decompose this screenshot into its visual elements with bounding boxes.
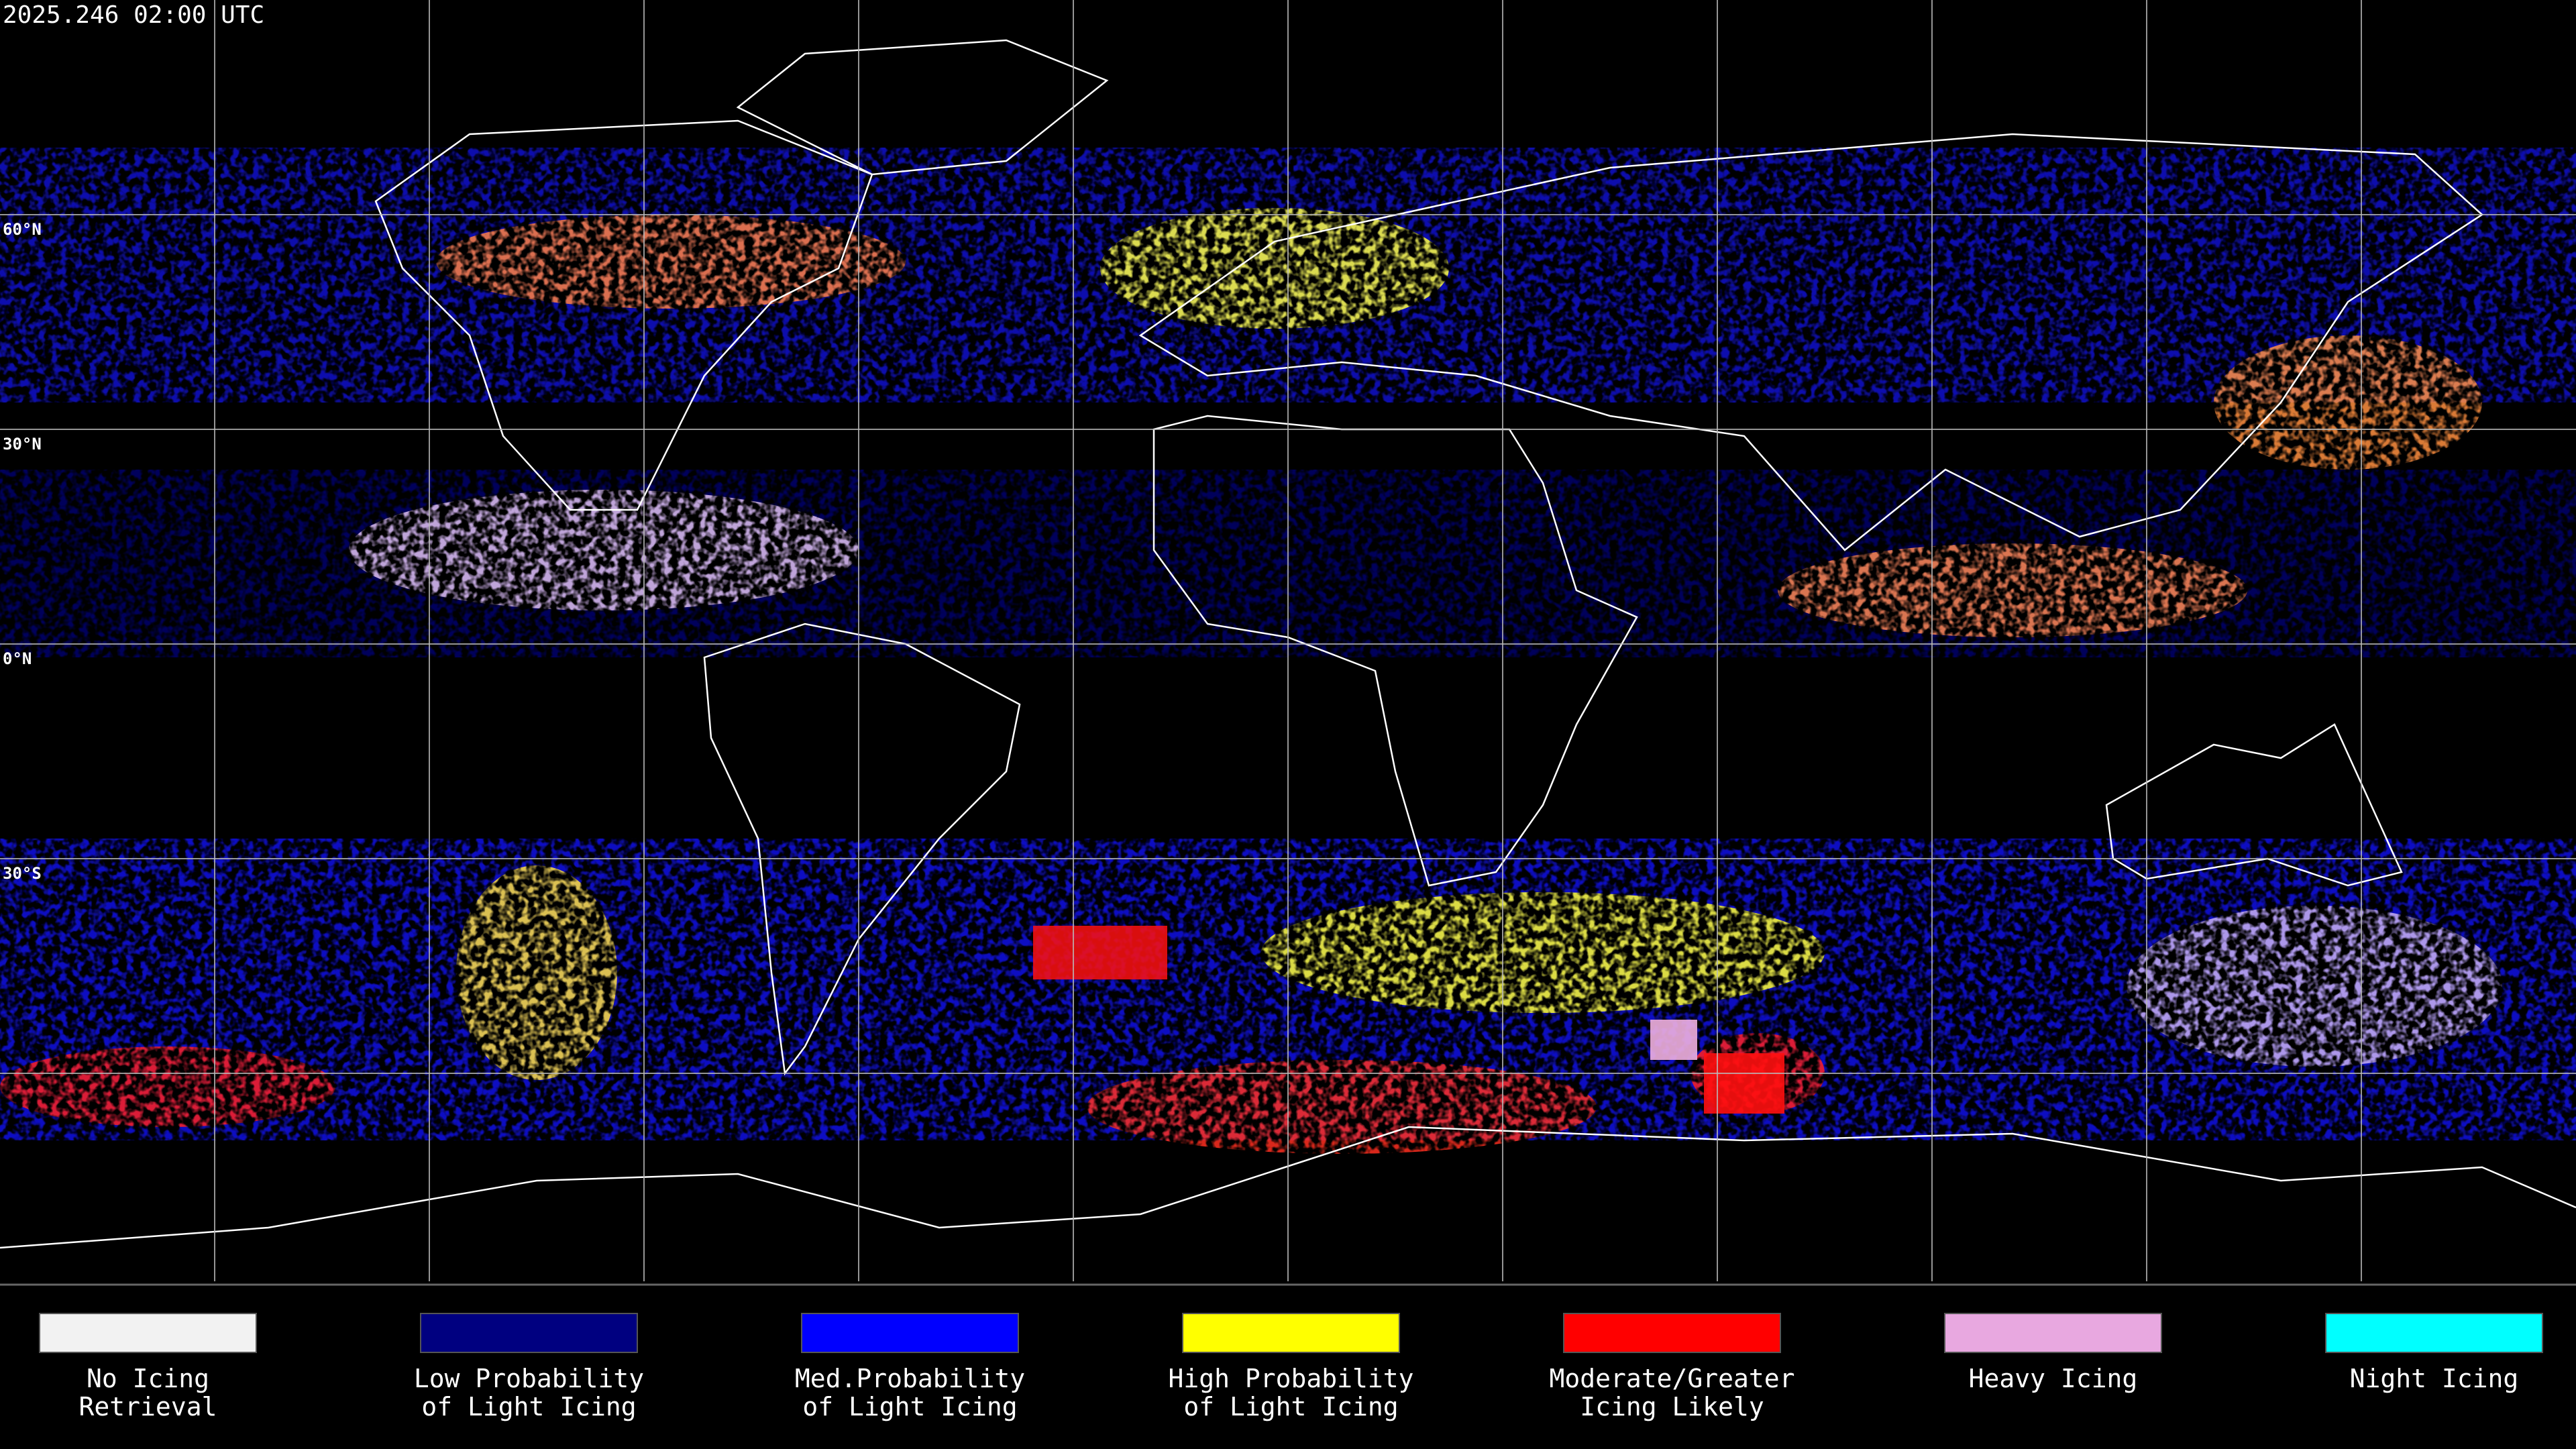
legend-swatch	[1944, 1313, 2162, 1353]
legend-label: High Probability	[1168, 1364, 1413, 1393]
storm-patch	[1704, 1053, 1784, 1114]
legend-label: of Light Icing	[802, 1392, 1017, 1421]
latitude-label: 0°N	[3, 649, 32, 668]
latitude-labels: 60°N 30°N 0°N 30°S	[3, 220, 42, 883]
storm-patch	[1033, 926, 1167, 979]
legend-label: of Light Icing	[1183, 1392, 1398, 1421]
timestamp: 2025.246 02:00 UTC	[3, 1, 264, 29]
latitude-label: 30°N	[3, 435, 42, 453]
legend-label: Night Icing	[2350, 1364, 2519, 1393]
legend-label: Retrieval	[79, 1392, 217, 1421]
legend-swatch	[801, 1313, 1019, 1353]
latitude-label: 30°S	[3, 864, 42, 883]
legend-swatch	[1182, 1313, 1400, 1353]
storm-patch	[1650, 1020, 1697, 1060]
legend-swatch	[2325, 1313, 2543, 1353]
legend-label: Moderate/Greater	[1549, 1364, 1794, 1393]
legend-label: No Icing	[87, 1364, 209, 1393]
legend-label: Med.Probability	[795, 1364, 1025, 1393]
legend-label: Low Probability	[414, 1364, 644, 1393]
legend-label: of Light Icing	[421, 1392, 636, 1421]
latitude-label: 60°N	[3, 220, 42, 239]
legend-swatch	[420, 1313, 638, 1353]
legend-swatch	[1563, 1313, 1781, 1353]
legend-label: Icing Likely	[1580, 1392, 1764, 1421]
legend-swatch	[39, 1313, 257, 1353]
graticule	[0, 0, 2576, 1286]
legend-label: Heavy Icing	[1969, 1364, 2138, 1393]
